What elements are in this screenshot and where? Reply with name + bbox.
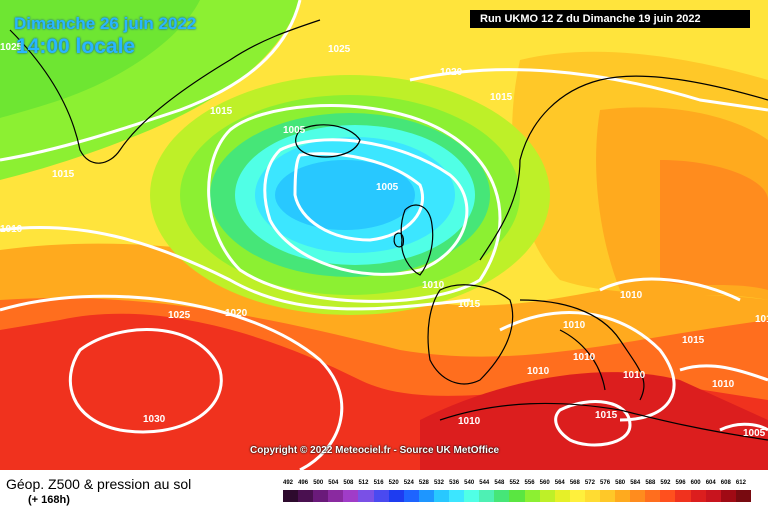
isobar-label: 1005 [376,182,399,193]
isobar-label: 1015 [490,92,513,103]
legend-value: 584 [630,480,641,486]
legend-value: 492 [283,480,294,486]
isobar-label: 1005 [283,125,306,136]
legend-swatch [599,490,616,502]
isobar-label: 1015 [682,335,705,346]
legend-value: 508 [343,480,354,486]
legend-value: 536 [449,480,460,486]
legend-swatch [328,490,344,502]
legend-value: 548 [494,480,505,486]
legend-bar [283,490,751,502]
legend-value: 608 [720,480,731,486]
legend-value: 516 [373,480,384,486]
legend-swatch [524,490,540,502]
legend-value: 512 [358,480,369,486]
legend-swatch [388,490,404,502]
legend-swatch [509,490,525,502]
legend-swatch [720,490,736,502]
legend-swatch [479,490,495,502]
isobar-label: 1010 [527,366,550,377]
legend-value: 568 [569,480,580,486]
isobar-label: 1020 [225,308,248,319]
legend-swatch [433,490,450,502]
legend-swatch [373,490,389,502]
legend-swatch [418,490,434,502]
legend-value: 600 [690,480,701,486]
isobar-label: 1010 [422,280,445,291]
legend-swatch [494,490,510,502]
legend-swatch [690,490,706,502]
isobar-label: 1010 [573,352,596,363]
legend-swatch [584,490,600,502]
isobar-label: 1010 [620,290,643,301]
legend-value: 552 [509,480,520,486]
legend-swatch [569,490,585,502]
legend-swatch [630,490,646,502]
isobar-label: 1015 [210,106,233,117]
legend-swatch [615,490,631,502]
isobar-label: 1010 [563,320,586,331]
legend-value: 580 [615,480,626,486]
legend-value: 576 [600,480,611,486]
isobar-label: 1025 [168,310,191,321]
isobar-label: 1015 [595,410,618,421]
map-title: Géop. Z500 & pression au sol [6,476,192,492]
legend-swatch [358,490,374,502]
legend-swatch [675,490,691,502]
forecast-date: Dimanche 26 juin 2022 [14,14,197,33]
legend-swatch [735,490,751,502]
run-info: Run UKMO 12 Z du Dimanche 19 juin 2022 [470,10,750,28]
isobar-label: 1015 [52,169,75,180]
legend-value: 532 [433,480,444,486]
legend-value: 612 [735,480,746,486]
legend-value: 496 [298,480,309,486]
legend-swatch [298,490,314,502]
legend-value: 524 [403,480,414,486]
legend-value: 572 [584,480,595,486]
legend-swatch [464,490,480,502]
isobar-label: 1015 [458,299,481,310]
isobar-label: 1010 [712,379,735,390]
legend-swatch [343,490,359,502]
legend-swatch [539,490,555,502]
legend-value: 544 [479,480,490,486]
legend-value: 596 [675,480,686,486]
legend-swatch [645,490,661,502]
legend-value: 592 [660,480,671,486]
isobar-label: 1025 [0,42,23,53]
weather-map: 1025 1020 1015 1015 1005 1005 1015 1010 … [0,0,768,470]
legend-swatch [283,490,299,502]
copyright-notice: Copyright © 2022 Meteociel.fr - Source U… [250,445,500,456]
legend-value: 504 [328,480,339,486]
isobar-label: 1005 [743,428,766,439]
legend-value: 556 [524,480,535,486]
isobar-label: 1010 [755,314,768,325]
legend-value: 520 [388,480,399,486]
isobar-label: 1010 [458,416,481,427]
isobar-label: 1025 [328,44,351,55]
legend-labels: 492 496 500 504 508 512 516 520 524 528 532 536 540 5… [283,480,751,490]
forecast-lead-time: (+ 168h) [28,494,70,506]
legend-swatch [554,490,570,502]
legend-swatch [705,490,721,502]
legend-value: 528 [418,480,429,486]
isobar-label: 1020 [440,67,463,78]
legend-value: 560 [539,480,550,486]
legend-swatch [449,490,465,502]
isobar-label: 1010 [0,224,23,235]
legend-value: 500 [313,480,324,486]
legend-value: 604 [705,480,716,486]
forecast-time: 14:00 locale [16,35,136,58]
legend-swatch [313,490,329,502]
isobar-label: 1030 [143,414,166,425]
legend-value: 540 [464,480,475,486]
legend-swatch [403,490,419,502]
isobar-label: 1010 [623,370,646,381]
legend-swatch [660,490,676,502]
legend-value: 588 [645,480,656,486]
legend-value: 564 [554,480,565,486]
